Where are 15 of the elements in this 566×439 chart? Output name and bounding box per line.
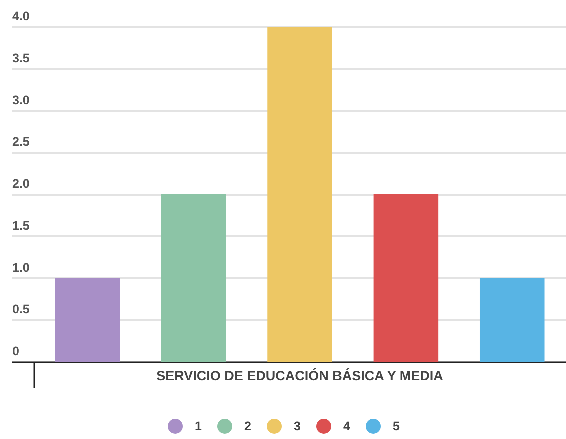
y-tick-label: 0	[12, 344, 20, 358]
y-tick-label: 3.0	[12, 93, 30, 108]
legend-label: 2	[244, 420, 252, 434]
y-tick-label: 0.5	[12, 302, 30, 317]
legend-label: 4	[344, 420, 350, 434]
y-tick-label: 1.0	[12, 260, 30, 275]
x-tick-label: SERVICIO DE EDUCACIÓN BÁSICA Y MEDIA	[156, 368, 444, 384]
y-tick-label: 1.5	[12, 218, 30, 233]
y-tick-label: 3.5	[12, 51, 30, 66]
y-tick-label: 4.0	[12, 10, 30, 24]
y-tick-label: 2.5	[12, 135, 30, 150]
legend-label: 1	[195, 420, 202, 434]
legend-label: 5	[393, 420, 400, 434]
legend-label: 3	[294, 420, 301, 434]
y-tick-label: 2.0	[12, 177, 30, 191]
